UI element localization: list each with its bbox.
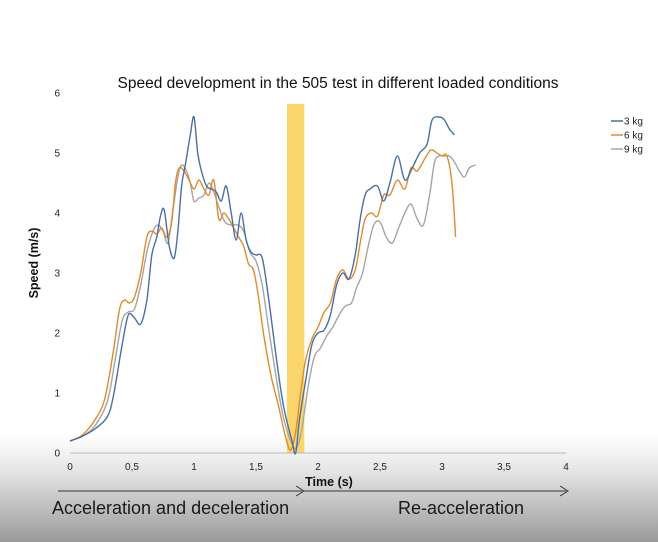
legend: 3 kg 6 kg 9 kg (611, 117, 643, 156)
chart-title: Speed development in the 505 test in dif… (118, 75, 559, 92)
x-tick-label: 0 (67, 462, 73, 473)
y-axis-label: Speed (m/s) (27, 228, 41, 299)
legend-label: 3 kg (624, 117, 643, 128)
x-tick-label: 0,5 (125, 462, 139, 473)
y-tick-label: 2 (54, 329, 60, 340)
series-line-3-kg (69, 115, 455, 455)
caption-re-acceleration: Re-acceleration (398, 498, 525, 518)
y-tick-label: 6 (54, 89, 60, 100)
x-tick-label: 4 (563, 462, 569, 473)
y-tick-label: 1 (54, 389, 60, 400)
y-tick-label: 5 (54, 149, 60, 160)
y-tick-label: 4 (54, 209, 60, 220)
legend-label: 6 kg (624, 131, 643, 142)
arrow-reacceleration-head (559, 485, 569, 497)
y-tick-label: 3 (54, 269, 60, 280)
y-tick-label: 0 (54, 449, 60, 460)
highlight-band (287, 104, 305, 453)
caption-acceleration-deceleration: Acceleration and deceleration (52, 498, 290, 518)
x-tick-label: 2,5 (373, 462, 387, 473)
x-tick-label: 3 (439, 462, 445, 473)
x-tick-label: 3,5 (497, 462, 511, 473)
x-tick-label: 1 (191, 462, 197, 473)
series-line-6-kg (69, 149, 457, 451)
x-tick-label: 2 (315, 462, 321, 473)
legend-label: 9 kg (624, 145, 643, 156)
x-axis-label: Time (s) (305, 475, 353, 489)
x-tick-label: 1,5 (249, 462, 263, 473)
